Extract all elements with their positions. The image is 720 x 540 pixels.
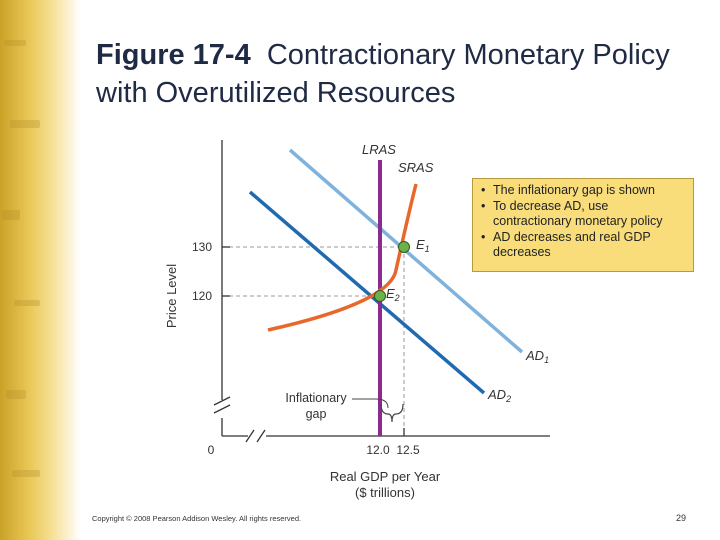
e2-label-sub: 2: [394, 293, 400, 303]
e1-label-text: E: [416, 237, 425, 252]
ad2-label-sub: 2: [505, 394, 511, 404]
ad2-label: AD2: [487, 387, 511, 404]
ad1-label-sub: 1: [544, 355, 549, 365]
explanation-callout: The inflationary gap is shown To decreas…: [472, 178, 694, 272]
page-number: 29: [676, 513, 687, 523]
equilibrium-point-e2: [374, 290, 386, 302]
slide-title: Figure 17-4 Contractionary Monetary Poli…: [96, 36, 696, 112]
copyright-notice: Copyright © 2008 Pearson Addison Wesley.…: [92, 514, 302, 523]
origin-label: 0: [208, 443, 215, 457]
e2-label: E2: [386, 286, 400, 303]
y-tick-130: 130: [192, 240, 212, 254]
gap-label-line1: Inflationary: [285, 391, 347, 405]
gap-label-line2: gap: [306, 407, 327, 421]
e1-label: E1: [416, 237, 430, 254]
gap-brace: [380, 403, 404, 423]
y-axis-break: [213, 396, 231, 406]
ad1-label-text: AD: [525, 348, 544, 363]
x-axis-break-2: [256, 429, 266, 443]
decorative-side-band: [0, 0, 80, 540]
y-axis-break-2: [213, 404, 231, 414]
callout-item: To decrease AD, use contractionary monet…: [481, 199, 687, 230]
e2-label-text: E: [386, 286, 395, 301]
figure-title-text: Contractionary Monetary Policy with Over…: [96, 39, 670, 109]
callout-list: The inflationary gap is shown To decreas…: [481, 183, 687, 261]
sras-curve: [267, 183, 418, 332]
ad2-label-text: AD: [487, 387, 506, 402]
x-tick-12-0: 12.0: [366, 443, 390, 457]
callout-item: The inflationary gap is shown: [481, 183, 687, 199]
figure-number: Figure 17-4: [96, 39, 251, 71]
x-tick-12-5: 12.5: [396, 443, 420, 457]
equilibrium-point-e1: [398, 241, 410, 253]
x-axis-break: [245, 429, 255, 443]
x-axis-units: ($ trillions): [355, 485, 415, 500]
callout-item: AD decreases and real GDP decreases: [481, 230, 687, 261]
gap-leader-line: [352, 398, 389, 409]
ad2-curve: [248, 190, 486, 395]
e1-label-sub: 1: [425, 244, 430, 254]
y-axis-title: Price Level: [164, 264, 179, 328]
lras-label: LRAS: [362, 142, 396, 157]
sras-label: SRAS: [398, 160, 434, 175]
ad1-label: AD1: [525, 348, 549, 365]
y-tick-120: 120: [192, 289, 212, 303]
x-axis-title: Real GDP per Year: [330, 469, 441, 484]
